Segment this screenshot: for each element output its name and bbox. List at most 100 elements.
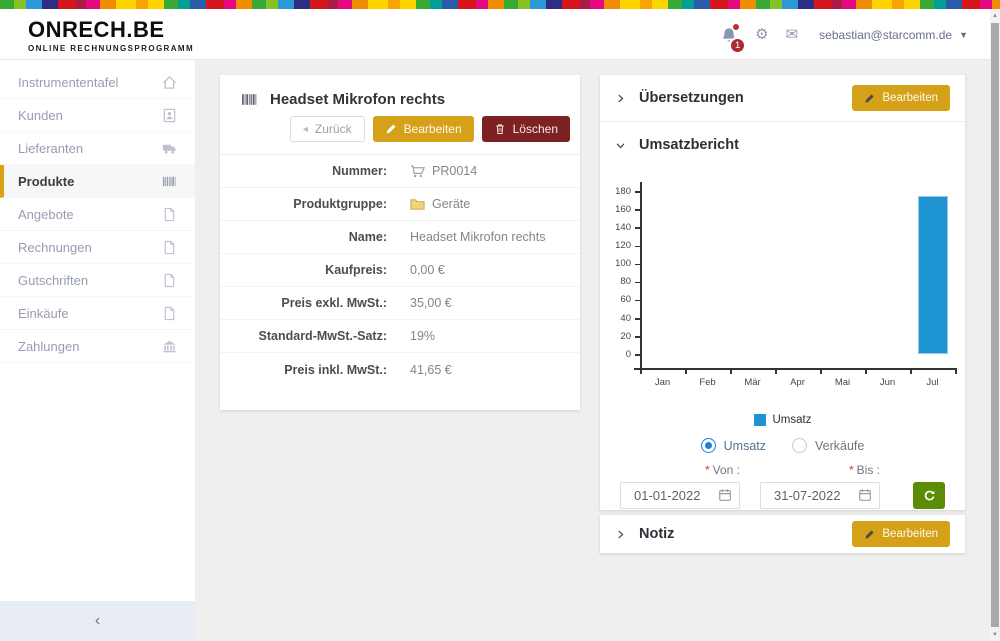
table-row: Kaufpreis: 0,00 € <box>220 254 580 287</box>
sidebar-item-label: Instrumententafel <box>18 74 119 90</box>
detail-value-text: 19% <box>410 329 436 343</box>
back-arrow-icon: ◂ <box>302 123 308 135</box>
sidebar-item-kunden[interactable]: Kunden <box>0 99 195 132</box>
back-button[interactable]: ◂ Zurück <box>289 116 365 142</box>
sidebar-item-produkte[interactable]: Produkte <box>0 165 195 198</box>
sidebar-item-zahlungen[interactable]: Zahlungen <box>0 330 195 363</box>
pencil-icon <box>864 529 875 540</box>
bank-icon <box>162 339 177 354</box>
mail-icon[interactable]: ✉ <box>785 26 799 43</box>
sidebar-item-label: Produkte <box>18 173 75 189</box>
detail-value: Headset Mikrofon rechts <box>387 230 545 244</box>
x-tick <box>640 368 642 374</box>
detail-value: 35,00 € <box>387 296 452 310</box>
radio-label: Umsatz <box>723 438 767 453</box>
detail-value-text: Geräte <box>432 197 471 211</box>
sidebar-item-instrumententafel[interactable]: Instrumententafel <box>0 66 195 99</box>
user-menu[interactable]: sebastian@starcomm.de ▼ <box>819 28 968 42</box>
sales-report-section-header[interactable]: Umsatzbericht <box>600 122 965 168</box>
sidebar-item-label: Rechnungen <box>18 239 92 255</box>
edit-translations-label: Bearbeiten <box>882 92 938 104</box>
calendar-icon[interactable] <box>718 488 732 502</box>
y-tick-label: 80 <box>620 276 631 288</box>
x-tick-label: Jan <box>654 377 671 388</box>
cart-icon <box>410 164 425 179</box>
refresh-report-button[interactable] <box>913 482 945 509</box>
note-section-header[interactable]: Notiz Bearbeiten <box>600 515 965 553</box>
scrollbar-thumb[interactable] <box>991 23 999 627</box>
sales-report-title: Umsatzbericht <box>639 137 739 153</box>
chart-legend: Umsatz <box>600 414 965 426</box>
detail-value: 0,00 € <box>387 263 445 277</box>
sidebar-item-rechnungen[interactable]: Rechnungen <box>0 231 195 264</box>
pencil-icon <box>385 123 397 135</box>
x-tick-label: Jun <box>879 377 896 388</box>
y-tick <box>635 299 640 302</box>
y-tick <box>635 209 640 211</box>
truck-icon <box>162 141 177 156</box>
chevron-down-icon <box>615 140 626 151</box>
trash-icon <box>494 123 506 135</box>
product-detail-card: Headset Mikrofon rechts ◂ Zurück Bearbei… <box>220 75 580 410</box>
edit-button-label: Bearbeiten <box>403 122 462 136</box>
calendar-icon[interactable] <box>858 488 872 502</box>
edit-note-button[interactable]: Bearbeiten <box>852 521 950 547</box>
sidebar-item-einkufe[interactable]: Einkäufe <box>0 297 195 330</box>
user-email-label: sebastian@starcomm.de <box>819 27 953 42</box>
edit-product-button[interactable]: Bearbeiten <box>372 116 474 142</box>
radio-circle-icon[interactable] <box>700 438 716 453</box>
translations-section-header[interactable]: Übersetzungen Bearbeiten <box>600 75 965 121</box>
file-icon <box>162 207 177 222</box>
file-icon <box>162 240 177 255</box>
sidebar-item-lieferanten[interactable]: Lieferanten <box>0 132 195 165</box>
logo-subtitle: ONLINE RECHNUNGSPROGRAMM <box>28 44 195 53</box>
bar-jul[interactable] <box>917 195 948 355</box>
to-date-label: * Bis : <box>848 463 880 477</box>
notification-badge: 1 <box>729 36 747 54</box>
scroll-up-arrow[interactable]: ▲ <box>992 12 998 19</box>
x-tick <box>685 368 687 374</box>
logo-title: ONRECH.BE <box>28 17 165 42</box>
from-date-label: * Von : <box>704 463 740 477</box>
legend-swatch-umsatz <box>753 414 766 426</box>
translations-title: Übersetzungen <box>639 90 744 106</box>
radio-umsatz[interactable]: Umsatz <box>700 438 767 453</box>
detail-label: Nummer: <box>332 164 387 178</box>
table-row: Name: Headset Mikrofon rechts <box>220 221 580 254</box>
y-tick-label: 160 <box>615 203 631 215</box>
edit-translations-button[interactable]: Bearbeiten <box>852 85 950 111</box>
back-button-label: Zurück <box>314 122 352 136</box>
detail-value: PR0014 <box>387 164 477 179</box>
y-tick <box>635 318 640 320</box>
collapse-chevron-icon: ‹ <box>94 612 101 629</box>
sidebar-item-angebote[interactable]: Angebote <box>0 198 195 231</box>
x-tick <box>910 368 912 374</box>
app-logo[interactable]: ONRECH.BE ONLINE RECHNUNGSPROGRAMM <box>28 17 194 53</box>
y-tick <box>635 245 640 247</box>
sidebar-collapse-button[interactable]: ‹ <box>0 601 195 641</box>
detail-value-text: Headset Mikrofon rechts <box>410 230 546 244</box>
y-tick <box>635 336 640 338</box>
sidebar-item-label: Zahlungen <box>18 338 80 354</box>
notification-dot <box>733 23 740 30</box>
radio-circle-icon[interactable] <box>792 438 808 453</box>
x-tick-label: Jul <box>926 377 939 388</box>
detail-value: 41,65 € <box>387 363 452 377</box>
settings-cogs-icon[interactable]: ⚙ <box>755 26 769 43</box>
radio-verkufe[interactable]: Verkäufe <box>792 438 864 453</box>
required-asterisk: * <box>704 463 710 477</box>
notifications-button[interactable]: 1 <box>720 23 747 54</box>
x-tick <box>775 368 777 374</box>
chevron-right-icon <box>615 93 626 104</box>
detail-label: Kaufpreis: <box>325 263 387 277</box>
sidebar-item-gutschriften[interactable]: Gutschriften <box>0 264 195 297</box>
barcode-icon <box>240 91 259 108</box>
table-row: Standard-MwSt.-Satz: 19% <box>220 320 580 353</box>
y-tick-label: 100 <box>615 258 631 270</box>
y-tick-label: 180 <box>615 185 631 197</box>
pencil-icon <box>864 93 875 104</box>
side-panels-card: Übersetzungen Bearbeiten Umsatzbericht 0… <box>600 75 965 510</box>
scroll-down-arrow[interactable]: ▼ <box>992 631 998 638</box>
delete-product-button[interactable]: Löschen <box>481 116 570 142</box>
divider <box>600 121 965 122</box>
